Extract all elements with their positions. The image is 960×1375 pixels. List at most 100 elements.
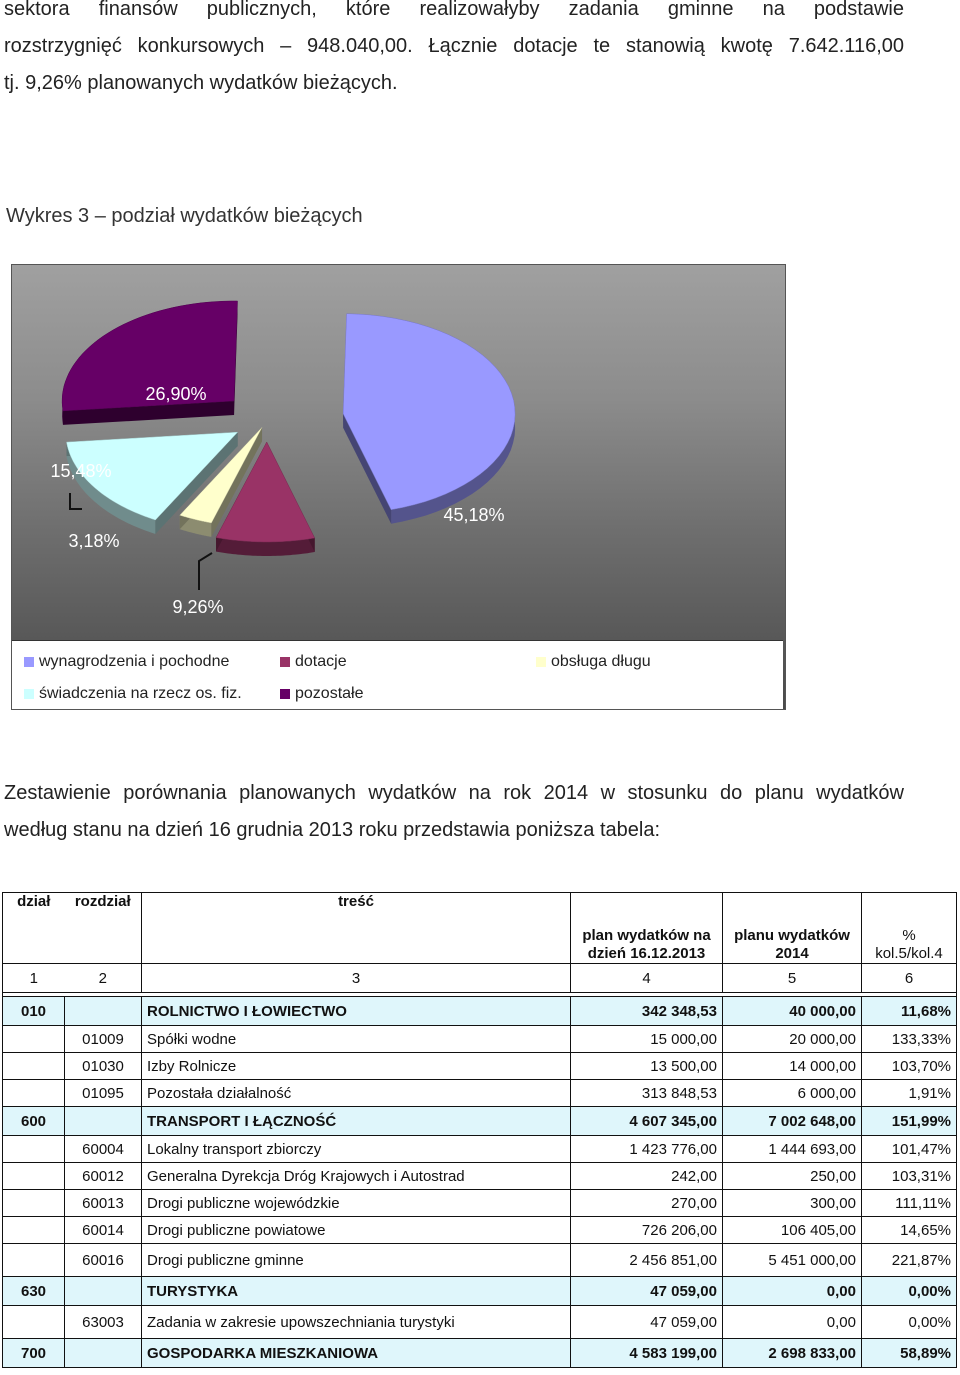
plan-2014-cell: 5 451 000,00 [722, 1243, 862, 1277]
tresc-cell: Izby Rolnicze [141, 1052, 571, 1080]
data-label: 9,26% [172, 597, 223, 617]
table-row: 01030 Izby Rolnicze 13 500,00 14 000,00 103,… [2, 1052, 957, 1080]
legend-item: obsługa długu [536, 653, 651, 671]
dzial-cell [2, 1025, 65, 1053]
table-row: 60004 Lokalny transport zbiorczy 1 423 776… [2, 1135, 957, 1163]
plan-2013-cell: 13 500,00 [570, 1052, 723, 1080]
plan-2013-cell: 2 456 851,00 [570, 1243, 723, 1277]
plan-2013-cell: 47 059,00 [570, 1305, 723, 1339]
dzial-cell: 700 [2, 1338, 65, 1368]
dzial-cell [2, 1305, 65, 1339]
pct-cell: 101,47% [861, 1135, 957, 1163]
pct-cell: 14,65% [861, 1216, 957, 1244]
plan-2013-cell: 270,00 [570, 1189, 723, 1217]
pct-cell: 111,11% [861, 1189, 957, 1217]
plan-2014-cell: 2 698 833,00 [722, 1338, 862, 1368]
pie-slice-edge [343, 413, 392, 524]
rozdzial-cell: 60014 [64, 1216, 142, 1244]
legend-label: pozostałe [295, 685, 364, 702]
column-number: 4 [570, 963, 723, 993]
header-dzial: dział [2, 892, 65, 964]
table-row: 01095 Pozostała działalność 313 848,53 6 00… [2, 1079, 957, 1107]
data-label: 15,48% [50, 461, 111, 481]
legend-swatch [24, 657, 34, 667]
dzial-cell [2, 1162, 65, 1190]
plan-2013-cell: 313 848,53 [570, 1079, 723, 1107]
plan-2014-cell: 300,00 [722, 1189, 862, 1217]
dzial-cell [2, 1243, 65, 1277]
table-row: 60016 Drogi publiczne gminne 2 456 851,00 5… [2, 1243, 957, 1277]
rozdzial-cell [64, 1338, 142, 1368]
plan-2013-cell: 1 423 776,00 [570, 1135, 723, 1163]
tresc-cell: Spółki wodne [141, 1025, 571, 1053]
legend-label: dotacje [295, 653, 347, 670]
plan-2013-cell: 242,00 [570, 1162, 723, 1190]
pie-slice-edge [62, 401, 235, 425]
legend-label: wynagrodzenia i pochodne [39, 653, 230, 670]
plan-2014-cell: 20 000,00 [722, 1025, 862, 1053]
table-row: 60013 Drogi publiczne wojewódzkie 270,00 30… [2, 1189, 957, 1217]
section-row: 010 ROLNICTWO I ŁOWIECTWO 342 348,53 40 000… [2, 996, 957, 1026]
legend-item: pozostałe [280, 685, 364, 703]
rozdzial-cell: 01030 [64, 1052, 142, 1080]
pie-chart: 45,18% 9,26% 3,18% 15,48% 26,90% wynagrodzen… [11, 264, 786, 710]
pie-slice [66, 431, 239, 521]
rozdzial-cell: 60013 [64, 1189, 142, 1217]
intro-line-3: tj. 9,26% planowanych wydatków bieżących… [4, 72, 398, 94]
plan-2014-cell: 40 000,00 [722, 996, 862, 1026]
table-row: 60012 Generalna Dyrekcja Dróg Krajowych i… [2, 1162, 957, 1190]
plan-2014-cell: 7 002 648,00 [722, 1106, 862, 1136]
legend-swatch [536, 657, 546, 667]
pct-cell: 151,99% [861, 1106, 957, 1136]
column-number: 6 [861, 963, 957, 993]
table-row: 63003 Zadania w zakresie upowszechniania … [2, 1305, 957, 1339]
intro-line-2: rozstrzygnięć konkursowych – 948.040,00.… [4, 35, 904, 57]
dzial-cell [2, 1216, 65, 1244]
pct-cell: 221,87% [861, 1243, 957, 1277]
pct-cell: 0,00% [861, 1276, 957, 1306]
legend-item: wynagrodzenia i pochodne [24, 653, 229, 671]
tresc-cell: Lokalny transport zbiorczy [141, 1135, 571, 1163]
data-label: 3,18% [68, 531, 119, 551]
pie-slice [61, 300, 238, 412]
table-intro-line-1: Zestawienie porównania planowanych wydat… [4, 782, 904, 804]
section-row: 630 TURYSTYKA 47 059,00 0,00 0,00% [2, 1276, 957, 1306]
dzial-cell: 630 [2, 1276, 65, 1306]
tresc-cell: Drogi publiczne wojewódzkie [141, 1189, 571, 1217]
tresc-cell: Zadania w zakresie upowszechniania turys… [141, 1305, 571, 1339]
pct-cell: 103,70% [861, 1052, 957, 1080]
pct-cell: 133,33% [861, 1025, 957, 1053]
plan-2014-cell: 0,00 [722, 1276, 862, 1306]
chart-legend: wynagrodzenia i pochodne dotacje obsługa d… [12, 640, 783, 709]
rozdzial-cell: 01095 [64, 1079, 142, 1107]
plan-2013-cell: 4 607 345,00 [570, 1106, 723, 1136]
column-number: 2 [64, 963, 142, 993]
dzial-cell [2, 1079, 65, 1107]
plan-2013-cell: 342 348,53 [570, 996, 723, 1026]
dzial-cell [2, 1135, 65, 1163]
plan-2013-cell: 47 059,00 [570, 1276, 723, 1306]
header-plan-2014: planu wydatków 2014 [722, 892, 862, 964]
rozdzial-cell: 60012 [64, 1162, 142, 1190]
rozdzial-cell: 60016 [64, 1243, 142, 1277]
plan-2014-cell: 0,00 [722, 1305, 862, 1339]
rozdzial-cell [64, 996, 142, 1026]
pct-cell: 103,31% [861, 1162, 957, 1190]
data-label: 26,90% [145, 384, 206, 404]
legend-swatch [280, 689, 290, 699]
pct-cell: 1,91% [861, 1079, 957, 1107]
rozdzial-cell [64, 1106, 142, 1136]
tresc-cell: GOSPODARKA MIESZKANIOWA [141, 1338, 571, 1368]
table-intro-line-2: według stanu na dzień 16 grudnia 2013 ro… [4, 819, 660, 841]
plan-2014-cell: 6 000,00 [722, 1079, 862, 1107]
plan-2014-cell: 106 405,00 [722, 1216, 862, 1244]
column-number: 5 [722, 963, 862, 993]
tresc-cell: TURYSTYKA [141, 1276, 571, 1306]
budget-table: dział rozdział treść plan wydatków na dz… [2, 892, 957, 1368]
rozdzial-cell [64, 1276, 142, 1306]
tresc-cell: Pozostała działalność [141, 1079, 571, 1107]
table-header-row: dział rozdział treść plan wydatków na dz… [2, 892, 957, 964]
tresc-cell: ROLNICTWO I ŁOWIECTWO [141, 996, 571, 1026]
rozdzial-cell: 63003 [64, 1305, 142, 1339]
